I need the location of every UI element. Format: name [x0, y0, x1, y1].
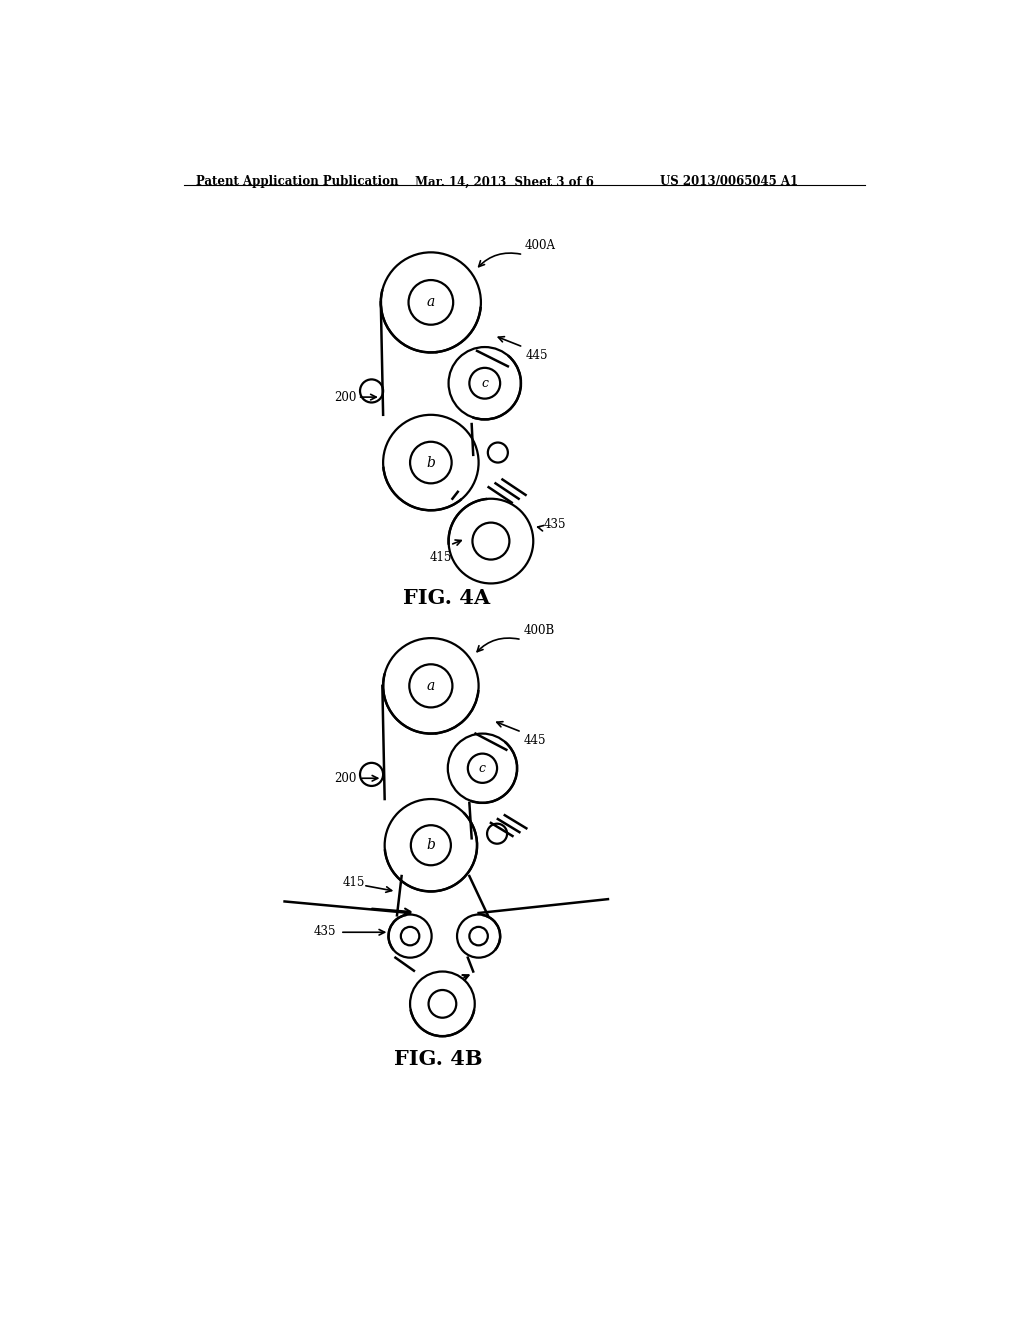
Text: 445: 445: [525, 348, 548, 362]
Text: b: b: [426, 838, 435, 853]
Text: 445: 445: [524, 734, 547, 747]
Text: a: a: [427, 678, 435, 693]
Text: 435: 435: [544, 517, 566, 531]
Text: 200: 200: [335, 772, 357, 785]
Text: Mar. 14, 2013  Sheet 3 of 6: Mar. 14, 2013 Sheet 3 of 6: [416, 176, 594, 189]
Text: FIG. 4A: FIG. 4A: [402, 589, 489, 609]
Text: Patent Application Publication: Patent Application Publication: [196, 176, 398, 189]
Text: FIG. 4B: FIG. 4B: [394, 1049, 482, 1069]
Text: 435: 435: [313, 925, 336, 939]
Text: 415: 415: [342, 875, 365, 888]
Text: c: c: [481, 376, 488, 389]
Text: a: a: [427, 296, 435, 309]
Text: 400A: 400A: [524, 239, 556, 252]
Text: b: b: [426, 455, 435, 470]
Text: 200: 200: [335, 391, 357, 404]
Text: 400B: 400B: [523, 624, 555, 638]
Text: 415: 415: [430, 552, 452, 564]
Text: US 2013/0065045 A1: US 2013/0065045 A1: [660, 176, 799, 189]
Text: c: c: [479, 762, 486, 775]
